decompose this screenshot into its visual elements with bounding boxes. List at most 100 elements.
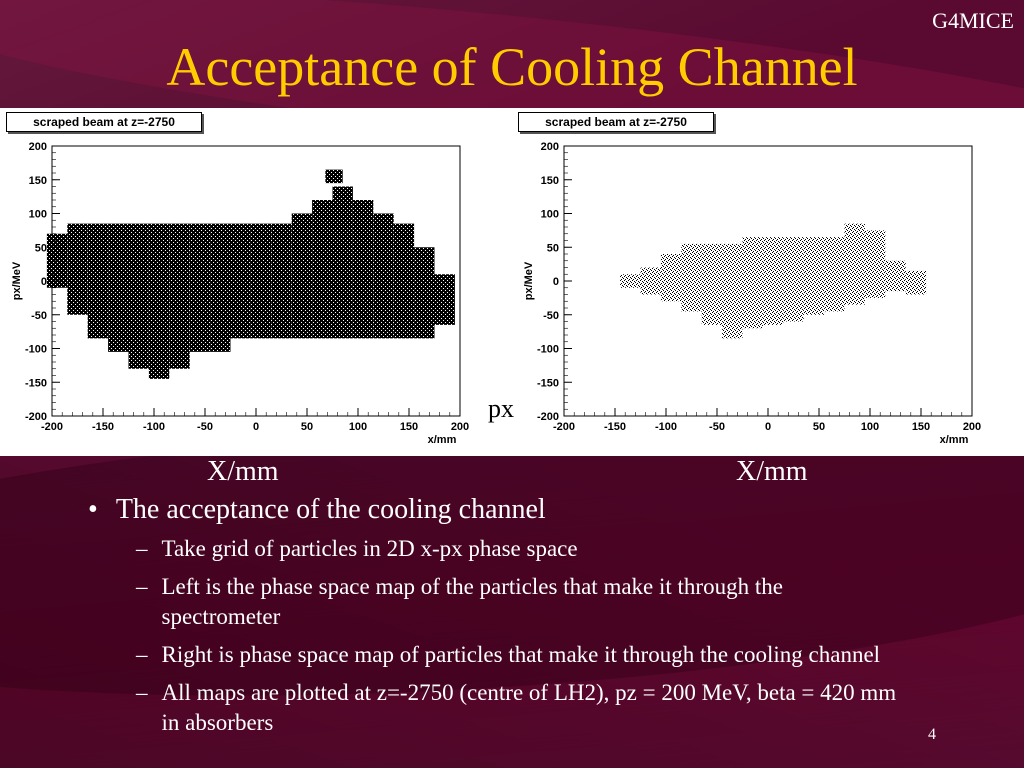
- x-tick-label: 150: [912, 421, 930, 433]
- y-tick-label: 0: [553, 276, 559, 288]
- dash-marker: –: [136, 536, 148, 561]
- x-tick-label: 50: [301, 421, 313, 433]
- y-tick-label: 0: [41, 276, 47, 288]
- phase-space-cell: [67, 223, 88, 315]
- phase-space-cell: [660, 254, 682, 302]
- phase-space-cell: [434, 274, 455, 325]
- y-tick-label: -50: [543, 310, 559, 322]
- phase-space-cell: [620, 274, 641, 288]
- sub-bullet-item: – Left is the phase space map of the par…: [136, 572, 928, 632]
- phase-space-cell: [414, 247, 435, 339]
- phase-space-cell: [844, 223, 865, 305]
- x-tick-label: -50: [197, 421, 213, 433]
- phase-space-cell: [681, 243, 702, 312]
- y-tick-label: 100: [541, 209, 559, 221]
- y-tick-label: 150: [541, 175, 559, 187]
- slide-title: Acceptance of Cooling Channel: [166, 37, 858, 97]
- phase-space-cell: [189, 223, 211, 352]
- x-tick-label: 100: [861, 421, 879, 433]
- phase-space-cell: [325, 169, 343, 184]
- phase-space-cell: [701, 243, 723, 325]
- sub-bullet-item: – Right is phase space map of particles …: [136, 640, 928, 670]
- x-tick-label: -100: [655, 421, 677, 433]
- y-tick-label: 50: [547, 242, 559, 254]
- phase-space-cell: [312, 200, 333, 339]
- phase-space-cell: [905, 270, 927, 295]
- phase-space-cell: [393, 223, 415, 339]
- y-axis-label: px/MeV: [11, 261, 23, 300]
- x-axis-label: x/mm: [428, 434, 457, 446]
- chart-panel-left: -200 -150 -100 -50 0 50 100 150 200 200 150 100 50 0 -…: [0, 108, 480, 456]
- chart-right: -200 -150 -100 -50 0 50 100 150 200 200 150 100 50 0 -…: [523, 141, 981, 446]
- sub-bullet-text: All maps are plotted at z=-2750 (centre …: [161, 680, 897, 735]
- figure-band: -200 -150 -100 -50 0 50 100 150 200 200 150 100 50 0 -…: [0, 108, 1024, 456]
- page-number: 4: [928, 726, 936, 743]
- phase-space-cell: [271, 223, 292, 339]
- dash-marker: –: [136, 680, 148, 705]
- y-tick-label: 150: [29, 175, 47, 187]
- sub-bullet-item: – Take grid of particles in 2D x-px phas…: [136, 534, 928, 564]
- phase-space-cell: [885, 260, 906, 292]
- y-tick-label: -150: [537, 377, 559, 389]
- y-tick-label: 50: [35, 242, 47, 254]
- phase-space-cell: [640, 267, 661, 295]
- phase-space-cell: [291, 213, 313, 339]
- x-tick-label: -100: [143, 421, 165, 433]
- phase-space-cell: [108, 223, 129, 352]
- sub-bullet-text: Left is the phase space map of the parti…: [161, 574, 783, 629]
- y-tick-label: -100: [25, 344, 47, 356]
- x-tick-label: 50: [813, 421, 825, 433]
- phase-space-cell: [742, 237, 763, 329]
- histogram-title: scraped beam at z=-2750: [6, 112, 202, 132]
- y-tick-label: 200: [541, 141, 559, 153]
- phase-space-cell: [210, 223, 231, 352]
- x-tick-label: 0: [253, 421, 259, 433]
- phase-space-cell: [783, 237, 804, 322]
- x-tick-label: -50: [709, 421, 725, 433]
- chart-panel-right: -200 -150 -100 -50 0 50 100 150 200 200 150 100 50 0 -…: [512, 108, 992, 456]
- phase-space-cell: [332, 186, 353, 339]
- phase-space-cell: [87, 223, 109, 339]
- y-tick-label: 200: [29, 141, 47, 153]
- x-axis-caption-right: X/mm: [736, 456, 808, 487]
- phase-space-cell: [46, 233, 68, 288]
- x-tick-label: 150: [400, 421, 418, 433]
- chart-left: -200 -150 -100 -50 0 50 100 150 200 200 150 100 50 0 -…: [11, 141, 469, 446]
- y-axis-caption: px: [488, 394, 514, 423]
- x-tick-label: -200: [553, 421, 575, 433]
- x-axis-label: x/mm: [940, 434, 969, 446]
- x-tick-label: -150: [604, 421, 626, 433]
- phase-space-cell: [864, 230, 886, 298]
- bullet-item: • The acceptance of the cooling channel: [88, 492, 928, 528]
- y-tick-label: -200: [25, 411, 47, 423]
- phase-space-cell: [128, 223, 149, 369]
- x-tick-label: -150: [92, 421, 114, 433]
- x-tick-label: 0: [765, 421, 771, 433]
- y-tick-label: -200: [537, 411, 559, 423]
- y-tick-label: -150: [25, 377, 47, 389]
- x-tick-label: -200: [41, 421, 63, 433]
- y-tick-label: -100: [537, 344, 559, 356]
- y-axis-label: px/MeV: [523, 261, 535, 300]
- phase-space-cell: [352, 200, 374, 339]
- x-tick-label: 100: [349, 421, 367, 433]
- x-axis-caption-left: X/mm: [207, 456, 279, 487]
- phase-space-cell: [250, 223, 272, 339]
- y-tick-label: 100: [29, 209, 47, 221]
- y-tick-label: -50: [31, 310, 47, 322]
- sub-bullet-text: Right is phase space map of particles th…: [161, 642, 881, 667]
- bullet-list: • The acceptance of the cooling channel …: [88, 492, 928, 738]
- phase-space-cell: [803, 237, 825, 315]
- phase-space-cell: [762, 237, 784, 325]
- histogram-title: scraped beam at z=-2750: [518, 112, 714, 132]
- bullet-text: The acceptance of the cooling channel: [115, 494, 546, 525]
- phase-space-cell: [169, 223, 190, 369]
- x-tick-label: 200: [963, 421, 981, 433]
- dash-marker: –: [136, 642, 148, 667]
- dash-marker: –: [136, 574, 148, 599]
- bullet-marker: •: [88, 494, 98, 525]
- corner-label: G4MICE: [932, 8, 1014, 33]
- sub-bullet-item: – All maps are plotted at z=-2750 (centr…: [136, 678, 928, 738]
- x-tick-label: 200: [451, 421, 469, 433]
- phase-space-cell: [230, 223, 251, 339]
